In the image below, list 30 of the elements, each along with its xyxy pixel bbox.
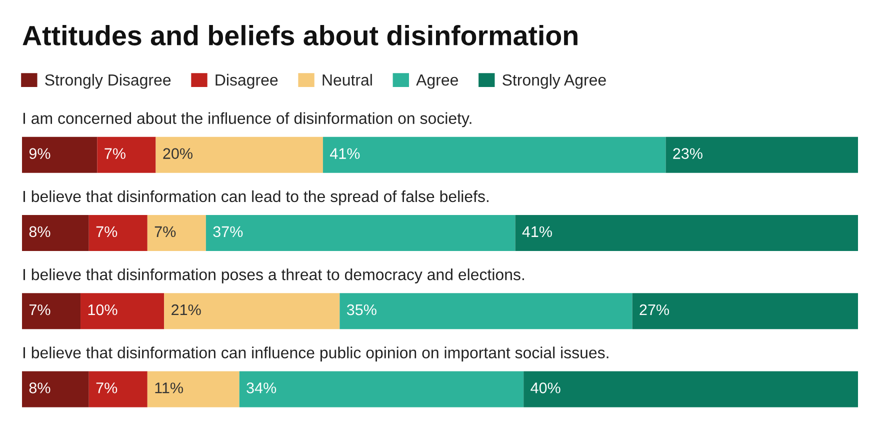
y-tick-label: I am concerned about the influence of disinformation on society. [23,112,472,128]
legend-label: Strongly Disagree [45,74,171,89]
data-label: 7% [96,382,118,394]
y-tick-label: I believe that disinformation can influence public opinion on important social issues. [23,346,608,362]
data-label: 41% [522,226,552,238]
legend-label: Agree [416,74,458,89]
y-tick-label: I believe that disinformation poses a threat to democracy and elections. [23,268,524,284]
data-label: 9% [29,148,50,159]
data-label: 34% [246,382,276,394]
chart-title: Attitudes and beliefs about disinformation [22,25,578,46]
data-label: 11% [155,382,183,394]
data-label: 10% [88,304,118,316]
data-label: 40% [530,382,560,394]
data-label: 37% [213,226,243,238]
data-label: 21% [172,304,201,316]
data-label: 35% [346,304,376,316]
data-label: 7% [154,226,176,238]
y-tick-label: I believe that disinformation can lead to the spread of false beliefs. [23,190,488,206]
data-label: 7% [96,226,118,238]
data-label: 8% [29,382,50,394]
data-label: 7% [104,148,126,159]
data-label: 23% [673,148,702,159]
data-label: 41% [330,148,360,159]
data-label: 7% [29,304,50,316]
legend-label: Disagree [216,74,278,89]
data-label: 27% [640,304,670,316]
data-label: 20% [163,148,192,159]
legend-label: Strongly Agree [502,74,606,89]
legend-label: Neutral [322,74,372,86]
data-label: 8% [29,226,50,238]
